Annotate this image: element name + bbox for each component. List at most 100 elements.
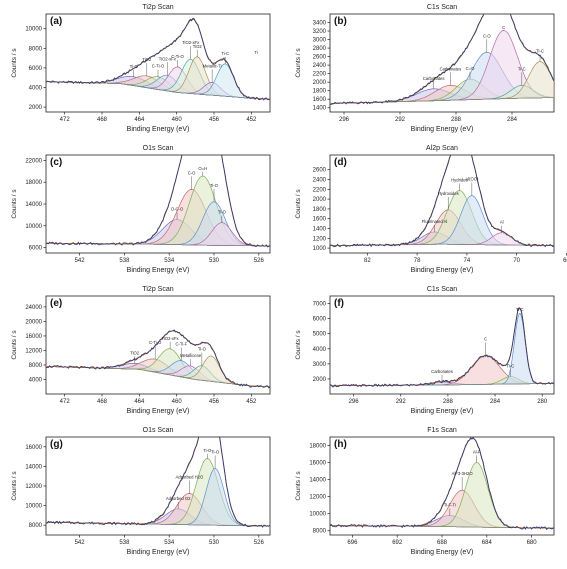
y-tick-label: 3400 xyxy=(313,21,327,27)
y-tick-label: 10000 xyxy=(25,27,42,33)
peak-annotation: Al-F xyxy=(473,449,481,454)
peak-annotation: Metallic-Ti xyxy=(203,63,222,68)
peak-annotation: C-Ti-O xyxy=(171,54,184,59)
y-tick-label: 12000 xyxy=(309,495,326,501)
peak-annotation: Ti-O xyxy=(203,448,212,453)
y-tick-label: 1600 xyxy=(313,97,327,103)
peak-annotation: C-Ti-F xyxy=(175,342,187,347)
y-tick-label: 10000 xyxy=(309,512,326,518)
y-tick-label: 2600 xyxy=(313,55,327,61)
x-tick-label: 288 xyxy=(451,117,462,123)
x-axis-label: Binding Energy (eV) xyxy=(411,126,474,133)
peak-annotation: Hydroxides xyxy=(438,191,459,196)
peak-annotation: Hydrides xyxy=(451,178,468,183)
y-tick-label: 20000 xyxy=(25,319,42,325)
x-tick-label: 472 xyxy=(60,399,71,405)
peak-annotation: TiO2 xyxy=(193,44,203,49)
y-tick-label: 8000 xyxy=(29,46,43,52)
x-tick-label: 460 xyxy=(172,117,183,123)
y-tick-label: 3000 xyxy=(313,38,327,44)
x-tick-label: 534 xyxy=(164,540,175,546)
plot-area xyxy=(330,437,554,530)
y-axis-label: Counts / s xyxy=(11,189,18,219)
peak-annotation: C xyxy=(502,25,505,30)
y-tick-label: 2400 xyxy=(313,178,327,184)
y-tick-label: 22000 xyxy=(25,158,42,164)
panel-title: F1s Scan xyxy=(427,427,457,434)
x-tick-label: 464 xyxy=(134,399,145,405)
y-tick-label: 2400 xyxy=(313,63,327,69)
peak-annotation: Ti-F-Ti xyxy=(444,503,456,508)
peak-annotation: C-Ti-O xyxy=(149,340,162,345)
y-tick-label: 16000 xyxy=(25,445,42,451)
x-tick-label: 74 xyxy=(464,258,471,264)
plot-frame xyxy=(45,295,271,395)
panel-letter: (g) xyxy=(50,439,63,450)
peak-annotation: Ti-O xyxy=(210,183,219,188)
y-tick-label: 6000 xyxy=(29,66,43,72)
spectrum-chart: Ti2p Scan (e) 472 468 464 460 456 452 4000 8000 12… xyxy=(11,286,271,415)
panel-title: Ti2p Scan xyxy=(142,286,173,293)
measured-spectrum xyxy=(46,437,270,528)
x-tick-label: 542 xyxy=(75,540,86,546)
x-tick-label: 82 xyxy=(364,258,371,264)
panel-letter: (c) xyxy=(50,157,62,168)
y-tick-label: 4000 xyxy=(29,377,43,383)
x-tick-label: 526 xyxy=(254,540,265,546)
peak-annotation: C xyxy=(484,337,487,342)
panel-f: C1s Scan (f) 296 292 288 284 280 2000 3000 4000 50… xyxy=(284,282,567,423)
x-tick-label: 78 xyxy=(414,258,421,264)
y-tick-label: 14000 xyxy=(25,202,42,208)
y-tick-label: 6000 xyxy=(313,317,327,323)
panel-title: C1s Scan xyxy=(427,286,457,293)
y-axis-label: Counts / s xyxy=(295,471,302,501)
y-tick-label: 14000 xyxy=(309,478,326,484)
y-tick-label: 1800 xyxy=(313,89,327,95)
panel-title: Al2p Scan xyxy=(426,145,458,152)
y-tick-label: 24000 xyxy=(25,305,42,311)
peak-annotation: C-Ti-O xyxy=(152,64,165,69)
x-axis-label: Binding Energy (eV) xyxy=(411,267,474,274)
plot-area xyxy=(46,437,270,528)
spectrum-chart: Al2p Scan (d) 82 78 74 70 66 1000 1200 1400 1600 18… xyxy=(295,145,567,274)
panel-letter: (b) xyxy=(334,16,347,27)
peak-annotation: Ti-O xyxy=(211,449,220,454)
plot-area xyxy=(330,14,554,106)
peak-annotation: Adsorbed H2O xyxy=(176,474,204,479)
x-axis-label: Binding Energy (eV) xyxy=(127,408,190,415)
peak-annotation: TiO2-xFx xyxy=(162,336,180,341)
peak-annotation: Ti-C xyxy=(516,307,524,312)
x-tick-label: 538 xyxy=(119,540,130,546)
x-tick-label: 464 xyxy=(134,117,145,123)
panel-title: O1s Scan xyxy=(143,145,174,152)
x-tick-label: 468 xyxy=(97,399,108,405)
x-tick-label: 468 xyxy=(97,117,108,123)
peak-annotation: O=H xyxy=(198,166,207,171)
measured-spectrum xyxy=(330,14,554,106)
y-tick-label: 16000 xyxy=(25,334,42,340)
peak-annotation: C=O xyxy=(466,66,475,71)
y-tick-label: 2000 xyxy=(313,197,327,203)
panel-letter: (h) xyxy=(334,439,347,450)
y-axis-label: Counts / s xyxy=(295,189,302,219)
x-tick-label: 534 xyxy=(164,258,175,264)
peak-annotation: C-O xyxy=(483,33,491,38)
x-tick-label: 70 xyxy=(513,258,520,264)
y-tick-label: 1800 xyxy=(313,207,327,213)
y-tick-label: 8000 xyxy=(29,523,43,529)
x-tick-label: 530 xyxy=(209,540,220,546)
y-tick-label: 8000 xyxy=(29,363,43,369)
x-tick-label: 284 xyxy=(507,117,518,123)
y-tick-label: 5000 xyxy=(313,332,327,338)
y-tick-label: 18000 xyxy=(25,180,42,186)
panel-a: Ti2p Scan (a) 472 468 464 460 456 452 2000 4000 60… xyxy=(0,0,283,141)
peak-annotation: TiO2 xyxy=(142,57,152,62)
y-tick-label: 8000 xyxy=(313,529,327,535)
measured-spectrum xyxy=(330,155,554,248)
peak-annotation: Ti-O xyxy=(130,64,139,69)
peak-annotation: Ti-C xyxy=(518,66,526,71)
measured-spectrum xyxy=(46,18,270,101)
x-tick-label: 688 xyxy=(437,540,448,546)
panel-title: O1s Scan xyxy=(143,427,174,434)
x-tick-label: 452 xyxy=(246,117,257,123)
